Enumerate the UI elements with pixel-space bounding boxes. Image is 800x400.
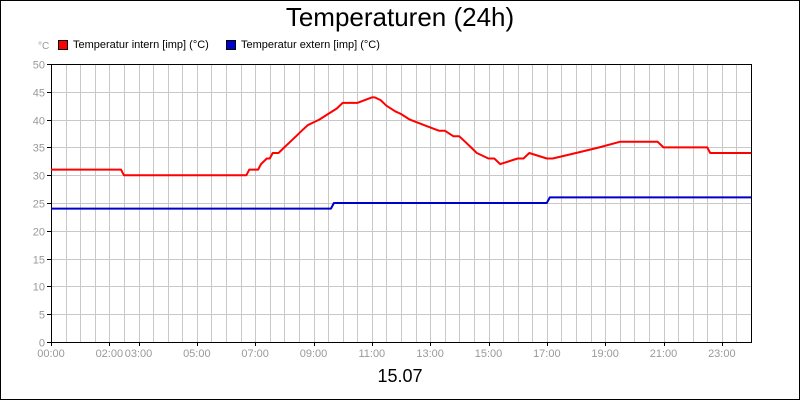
x-tick-label: 05:00 [183,348,211,360]
x-tick-label: 11:00 [358,348,385,360]
y-axis-unit-label: °C [38,41,50,52]
y-tick-label: 45 [33,88,45,100]
series-line-intern [51,96,751,177]
legend-label-extern: Temperatur extern [imp] (°C) [241,39,380,51]
x-tick-label: 19:00 [591,348,619,360]
x-axis-date-label: 15.07 [377,366,423,386]
y-tick-label: 0 [39,338,45,350]
x-tick-label: 03:00 [125,348,153,360]
x-tick-label: 00:00 [37,348,65,360]
x-tick-label: 07:00 [241,348,269,360]
y-tick-label: 50 [33,60,45,72]
x-tick-label: 23:00 [708,348,736,360]
plot-area-border [51,64,752,343]
x-tick-label: 15:00 [475,348,503,360]
chart-title: Temperaturen (24h) [285,2,515,32]
x-tick-label: 21:00 [650,348,678,360]
x-tick-label: 02:00 [96,348,124,360]
legend-swatch-intern-icon [58,40,68,50]
x-tick-label: 17:00 [533,348,561,360]
series-line-extern [51,196,751,210]
y-tick-label: 15 [33,255,45,267]
y-tick-label: 40 [33,116,45,128]
y-tick-label: 25 [33,199,45,211]
y-tick-label: 20 [33,227,45,239]
legend-swatch-extern-icon [226,40,236,50]
legend-item-extern: Temperatur extern [imp] (°C) [226,39,380,51]
legend-item-intern: Temperatur intern [imp] (°C) [58,39,209,51]
y-tick-label: 30 [33,171,45,183]
y-tick-label: 10 [33,282,45,294]
x-tick-label: 09:00 [300,348,328,360]
legend-label-intern: Temperatur intern [imp] (°C) [73,39,209,51]
y-tick-label: 35 [33,143,45,155]
y-tick-label: 5 [39,310,45,322]
x-tick-label: 13:00 [416,348,444,360]
